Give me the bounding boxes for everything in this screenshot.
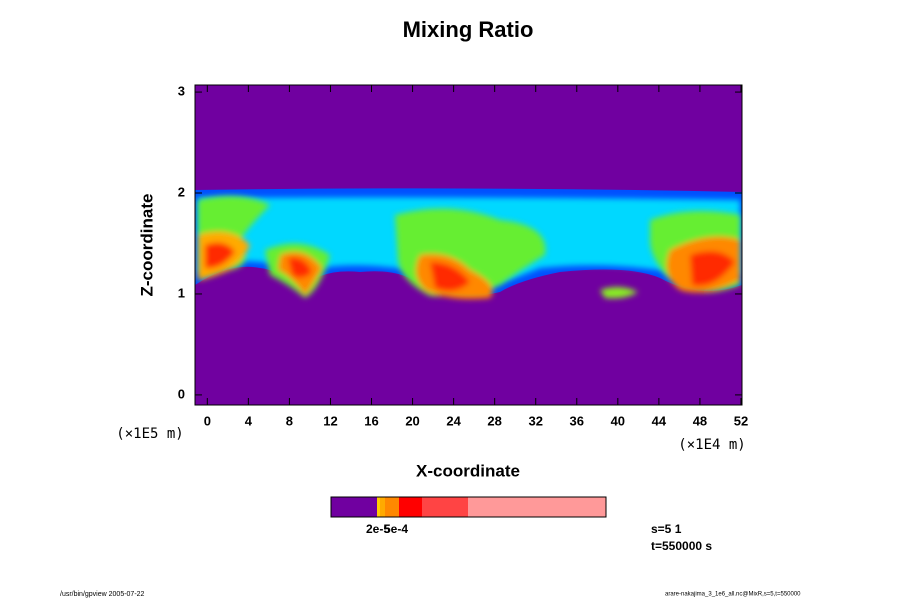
x-tick-label: 48: [693, 413, 707, 428]
x-tick-label: 28: [487, 413, 501, 428]
y-tick-label: 1: [178, 285, 185, 300]
chart-title: Mixing Ratio: [403, 17, 534, 42]
x-tick-label: 12: [323, 413, 337, 428]
x-tick-label: 20: [405, 413, 419, 428]
x-axis-label: X-coordinate: [416, 461, 520, 480]
colorbar: [330, 496, 607, 518]
annotation: t=550000 s: [651, 539, 712, 553]
x-tick-label: 4: [245, 413, 253, 428]
x-tick-label: 32: [528, 413, 542, 428]
footer-left: /usr/bin/gpview 2005-07-22: [60, 591, 145, 598]
y-tick-label: 0: [178, 386, 185, 401]
x-tick-label: 52: [734, 413, 748, 428]
x-tick-label: 0: [204, 413, 211, 428]
x-unit: (×1E4 m): [678, 437, 745, 453]
plot-frame: [194, 84, 743, 406]
y-tick-label: 3: [178, 84, 185, 99]
footer-right: arare-nakajima_3_1e6_all.nc@MixR,s=5,t=5…: [665, 592, 801, 598]
contour-field: [195, 85, 742, 405]
y-unit: (×1E5 m): [116, 426, 183, 442]
annotation: s=5 1: [651, 522, 682, 536]
y-tick-label: 2: [178, 184, 185, 199]
x-tick-label: 8: [286, 413, 293, 428]
x-tick-label: 16: [364, 413, 378, 428]
x-tick-label: 24: [446, 413, 461, 428]
y-axis-label: Z-coordinate: [137, 194, 156, 297]
colorbar-label: 5e-4: [384, 522, 408, 536]
x-tick-label: 36: [570, 413, 584, 428]
colorbar-label: 2e-5: [366, 522, 390, 536]
x-tick-label: 40: [611, 413, 625, 428]
x-tick-label: 44: [652, 413, 667, 428]
